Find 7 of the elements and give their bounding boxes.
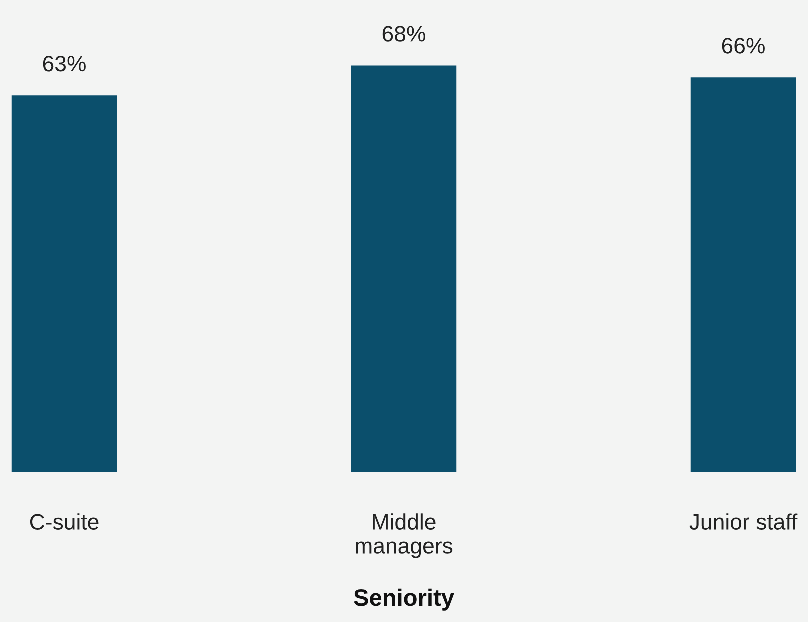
data-label: 66%	[722, 38, 765, 54]
data-label: 68%	[382, 26, 426, 42]
x-tick-label: Middle managers	[356, 514, 453, 558]
x-tick-label: Junior staff	[690, 514, 798, 530]
data-label: 63%	[43, 56, 86, 72]
x-axis-title: Seniority	[354, 588, 454, 611]
x-tick-label: C-suite	[30, 514, 99, 530]
